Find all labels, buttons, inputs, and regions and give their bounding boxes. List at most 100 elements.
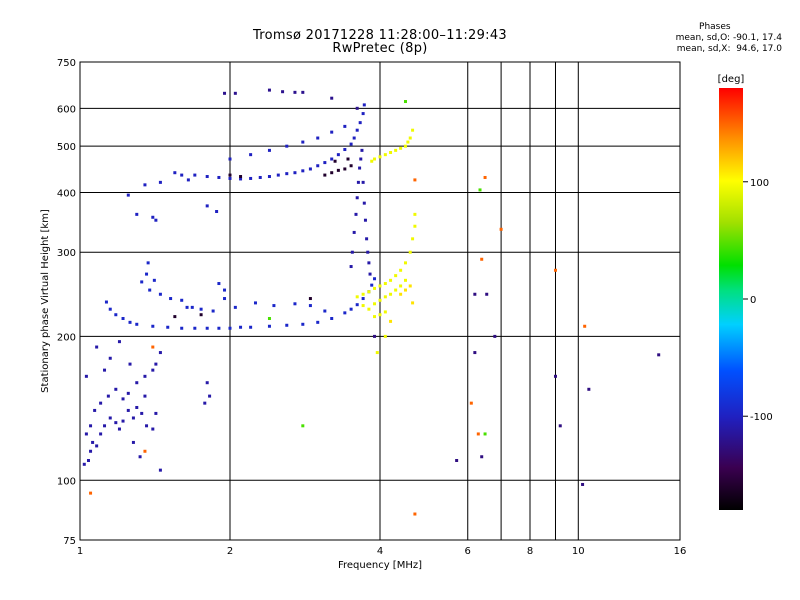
- data-point: [366, 250, 370, 254]
- data-point: [217, 282, 221, 286]
- data-point: [285, 172, 289, 176]
- data-point: [203, 401, 207, 405]
- data-point: [217, 326, 221, 330]
- data-point: [135, 381, 139, 385]
- data-point: [180, 326, 184, 330]
- data-point: [103, 424, 107, 428]
- data-point: [249, 325, 253, 329]
- data-point: [403, 288, 407, 292]
- y-tick-label: 400: [57, 188, 76, 199]
- data-point: [121, 316, 125, 320]
- data-point: [103, 368, 107, 372]
- data-point: [121, 397, 125, 401]
- data-point: [166, 325, 170, 329]
- data-point: [413, 212, 417, 216]
- data-point: [480, 257, 484, 261]
- data-point: [399, 268, 403, 272]
- data-point: [208, 394, 212, 398]
- data-point: [301, 322, 305, 326]
- data-point: [493, 334, 497, 338]
- data-point: [128, 362, 132, 366]
- data-point: [389, 150, 393, 154]
- data-point: [657, 353, 661, 357]
- data-point: [151, 427, 155, 431]
- data-point: [368, 272, 372, 276]
- data-point: [135, 405, 139, 409]
- data-point: [285, 323, 289, 327]
- data-point: [408, 250, 412, 254]
- data-point: [233, 305, 237, 309]
- data-point: [403, 144, 407, 148]
- data-point: [316, 164, 320, 168]
- data-point: [135, 212, 139, 216]
- data-point: [114, 313, 118, 317]
- data-point: [95, 345, 99, 349]
- data-point: [89, 449, 93, 453]
- data-point: [217, 175, 221, 179]
- data-point: [154, 218, 158, 222]
- x-axis-label: Frequency [MHz]: [338, 560, 422, 571]
- data-point: [193, 326, 197, 330]
- data-point: [131, 440, 135, 444]
- data-point: [362, 201, 366, 205]
- x-tick-label: 4: [377, 546, 383, 557]
- data-point: [143, 394, 147, 398]
- data-point: [138, 455, 142, 459]
- data-point: [89, 491, 93, 495]
- data-point: [361, 112, 365, 116]
- data-point: [473, 351, 477, 355]
- data-point: [330, 130, 334, 134]
- data-point: [383, 282, 387, 286]
- data-point: [308, 297, 312, 301]
- data-point: [330, 96, 334, 100]
- data-point: [131, 416, 135, 420]
- data-point: [389, 319, 393, 323]
- data-point: [361, 180, 365, 184]
- data-point: [301, 424, 305, 428]
- data-point: [151, 345, 155, 349]
- data-point: [239, 175, 243, 179]
- data-point: [215, 210, 219, 214]
- data-point: [469, 401, 473, 405]
- data-point: [583, 324, 587, 328]
- data-point: [361, 304, 365, 308]
- y-tick-label: 300: [57, 248, 76, 259]
- data-point: [355, 106, 359, 110]
- colorbar-tick-label: 100: [750, 178, 769, 189]
- data-point: [205, 326, 209, 330]
- data-point: [355, 303, 359, 307]
- data-point: [186, 178, 190, 182]
- data-point: [323, 309, 327, 313]
- data-point: [285, 144, 289, 148]
- data-point: [114, 387, 118, 391]
- data-point: [316, 136, 320, 140]
- data-point: [301, 90, 305, 94]
- data-point: [158, 180, 162, 184]
- data-point: [154, 411, 158, 415]
- data-point: [587, 387, 591, 391]
- data-point: [349, 142, 353, 146]
- data-point: [267, 175, 271, 179]
- data-point: [293, 302, 297, 306]
- data-point: [394, 148, 398, 152]
- data-point: [330, 157, 334, 161]
- data-point: [399, 146, 403, 150]
- data-point: [367, 290, 371, 294]
- data-point: [343, 148, 347, 152]
- data-point: [126, 408, 130, 412]
- data-point: [373, 302, 377, 306]
- data-point: [336, 168, 340, 172]
- data-point: [190, 305, 194, 309]
- data-point: [355, 295, 359, 299]
- data-point: [413, 224, 417, 228]
- data-point: [228, 176, 232, 180]
- data-point: [499, 227, 503, 231]
- colorbar-tick-label: 0: [750, 295, 756, 306]
- data-point: [394, 288, 398, 292]
- data-point: [485, 292, 489, 296]
- data-point: [330, 316, 334, 320]
- data-point: [352, 230, 356, 234]
- y-tick-label: 750: [57, 58, 76, 69]
- data-point: [151, 324, 155, 328]
- data-point: [408, 284, 412, 288]
